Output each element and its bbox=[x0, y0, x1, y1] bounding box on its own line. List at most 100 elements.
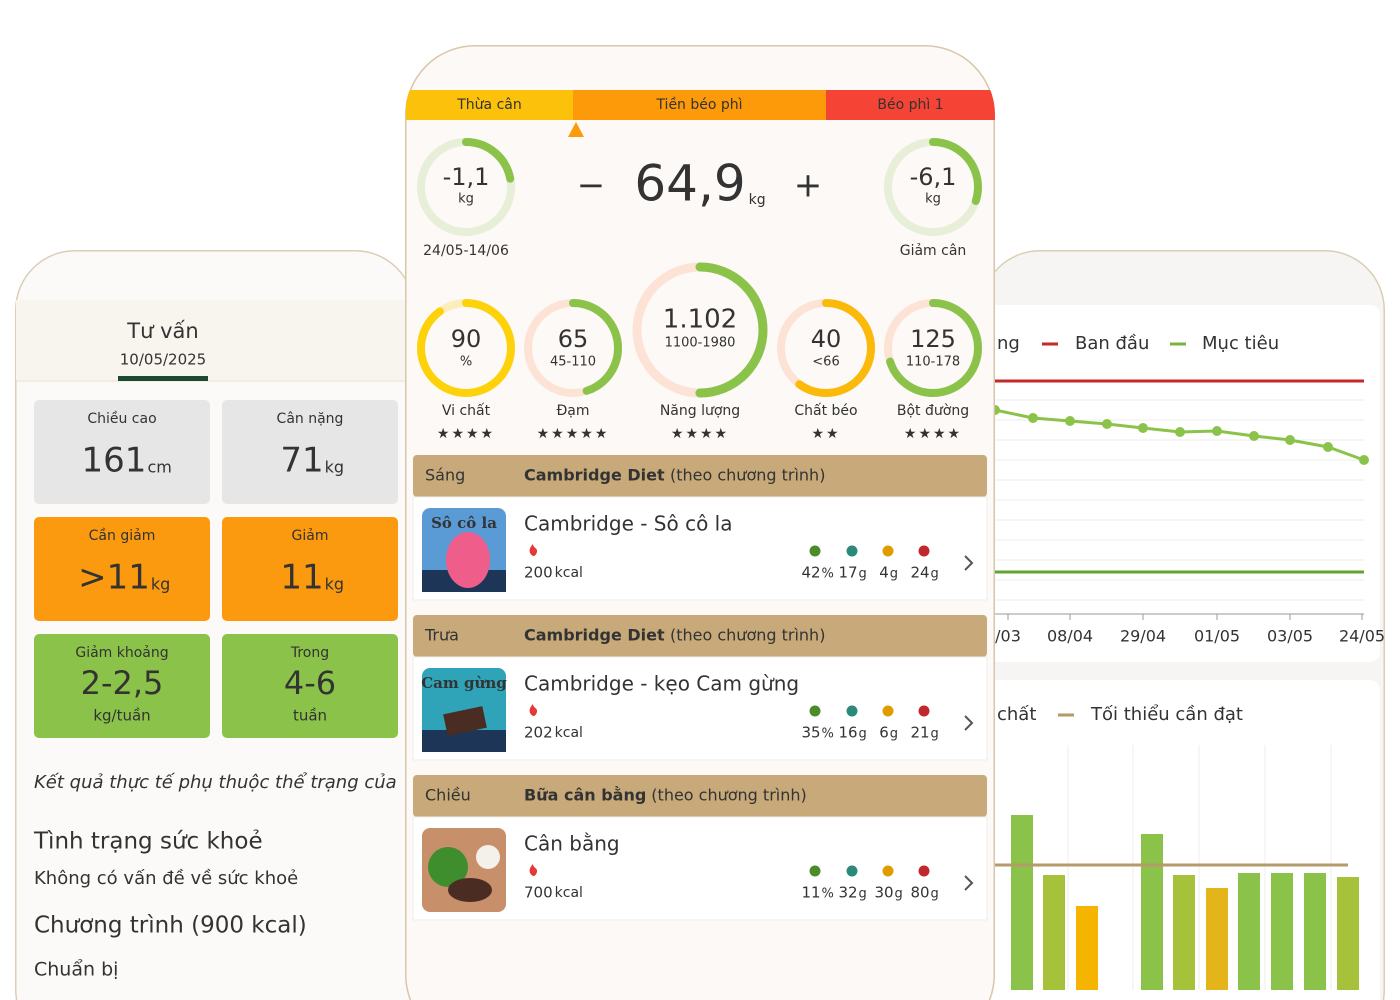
nutrient-stars: ★★★★ bbox=[437, 426, 495, 442]
x-label: 03/05 bbox=[1267, 627, 1313, 646]
stat-value: 71 bbox=[280, 441, 323, 481]
weight-point bbox=[1323, 442, 1333, 452]
meal-note: (theo chương trình) bbox=[670, 466, 825, 485]
chevron[interactable] bbox=[964, 555, 974, 571]
bar bbox=[1206, 888, 1228, 990]
chevron[interactable] bbox=[964, 715, 974, 731]
macro-value: 24 bbox=[910, 564, 929, 582]
meal-plan: Bữa cân bằng bbox=[524, 786, 646, 805]
legend-text: ng bbox=[997, 333, 1020, 354]
section-text: Chuẩn bị bbox=[34, 959, 118, 981]
weight-point bbox=[1212, 426, 1222, 436]
bar bbox=[1304, 873, 1326, 990]
ring-progress bbox=[777, 299, 875, 397]
stat-card bbox=[34, 634, 210, 738]
macro-unit: % bbox=[822, 727, 834, 742]
ring-caption: 24/05-14/06 bbox=[423, 243, 509, 259]
bmi-segment bbox=[826, 90, 995, 120]
macro-unit: g bbox=[931, 567, 939, 582]
macro-value: 4 bbox=[879, 564, 889, 582]
meal-name: Cambridge - kẹo Cam gừng bbox=[524, 672, 799, 696]
macro-unit: g bbox=[890, 567, 898, 582]
plus-button[interactable]: + bbox=[794, 166, 823, 206]
nutrient-sub: 45-110 bbox=[550, 355, 596, 370]
macro-value: 17 bbox=[838, 564, 857, 582]
macro-value: 21 bbox=[910, 724, 929, 742]
stat-label: Giảm khoảng bbox=[75, 645, 168, 661]
nutrient-sub: <66 bbox=[812, 355, 839, 370]
legend-text: Mục tiêu bbox=[1202, 333, 1279, 354]
macro-value: 11 bbox=[801, 884, 820, 902]
nutrient-stars: ★★★★ bbox=[671, 426, 729, 442]
stat-unit: kg/tuần bbox=[93, 707, 150, 725]
macro-icon bbox=[918, 545, 930, 557]
meal-header bbox=[413, 615, 987, 657]
meal-header bbox=[413, 775, 987, 817]
ring-caption: Giảm cân bbox=[900, 243, 967, 259]
nutrient-label: Bột đường bbox=[897, 403, 969, 419]
meal-note: (theo chương trình) bbox=[651, 786, 806, 805]
nutrient-label: Đạm bbox=[556, 403, 589, 419]
ring-progress bbox=[884, 299, 982, 397]
stat-card bbox=[34, 400, 210, 504]
fire-icon bbox=[529, 544, 538, 556]
bmi-segment bbox=[406, 90, 573, 120]
macro-icon bbox=[882, 545, 894, 557]
macro-value: 80 bbox=[910, 884, 929, 902]
nutrient-stars: ★★★★★ bbox=[537, 426, 610, 442]
macro-icon bbox=[882, 865, 894, 877]
weight-point bbox=[1359, 455, 1369, 465]
meal-kcal-unit: kcal bbox=[555, 565, 583, 581]
macro-value: 42 bbox=[801, 564, 820, 582]
bmi-label: Thừa cân bbox=[456, 97, 521, 113]
fire-icon bbox=[529, 704, 538, 716]
ring-value: -1,1 bbox=[443, 163, 490, 191]
meal-note: (theo chương trình) bbox=[670, 626, 825, 645]
nutrient-value: 65 bbox=[558, 325, 589, 353]
legend-text: Ban đầu bbox=[1075, 333, 1149, 354]
stat-label: Cần giảm bbox=[89, 528, 156, 544]
meal-plan: Cambridge Diet bbox=[524, 626, 665, 645]
macro-unit: g bbox=[890, 727, 898, 742]
meal-plan: Cambridge Diet bbox=[524, 466, 665, 485]
ring-progress bbox=[417, 299, 515, 397]
meal-slot: Chiều bbox=[425, 786, 471, 805]
chevron[interactable] bbox=[964, 875, 974, 891]
stat-value: 2-2,5 bbox=[81, 664, 164, 702]
nutrient-label: Vi chất bbox=[442, 403, 491, 419]
stat-unit: kg bbox=[325, 575, 344, 594]
meal-slot: Sáng bbox=[425, 466, 465, 485]
thumb-label: Cam gừng bbox=[421, 674, 507, 692]
thumb-deco bbox=[476, 845, 500, 869]
stat-unit: tuần bbox=[293, 707, 327, 725]
meal-kcal: 202 bbox=[524, 724, 553, 742]
nutrient-label: Chất béo bbox=[794, 403, 857, 419]
meal-slot: Trưa bbox=[424, 626, 459, 645]
minus-button[interactable]: − bbox=[577, 166, 606, 206]
bar bbox=[1076, 906, 1098, 990]
stat-value: 11 bbox=[280, 558, 323, 598]
bar bbox=[1271, 873, 1293, 990]
chart-phone: ng Ban đầu Mục tiêu/03 08/04 29/04 01/05 03/05… bbox=[980, 250, 1385, 1000]
macro-value: 30 bbox=[874, 884, 893, 902]
bar bbox=[1337, 877, 1359, 990]
macro-value: 16 bbox=[838, 724, 857, 742]
weight-value: 64,9 bbox=[634, 155, 745, 213]
stat-card bbox=[222, 517, 398, 621]
stat-card bbox=[34, 517, 210, 621]
weight-point bbox=[1138, 423, 1148, 433]
nutrient-value: 90 bbox=[451, 325, 482, 353]
meal-kcal-unit: kcal bbox=[555, 885, 583, 901]
nutrient-value: 125 bbox=[910, 325, 956, 353]
ring-unit: kg bbox=[925, 192, 941, 207]
section-title: Chương trình (900 kcal) bbox=[34, 913, 307, 939]
nutrient-value: 1.102 bbox=[663, 305, 737, 335]
meal-name: Cambridge - Sô cô la bbox=[524, 512, 733, 536]
macro-icon bbox=[846, 865, 858, 877]
weight-unit: kg bbox=[749, 192, 766, 208]
stat-card bbox=[222, 400, 398, 504]
nutrient-value: 40 bbox=[811, 325, 842, 353]
thumb-deco bbox=[448, 878, 492, 902]
stat-label: Giảm bbox=[292, 528, 329, 544]
